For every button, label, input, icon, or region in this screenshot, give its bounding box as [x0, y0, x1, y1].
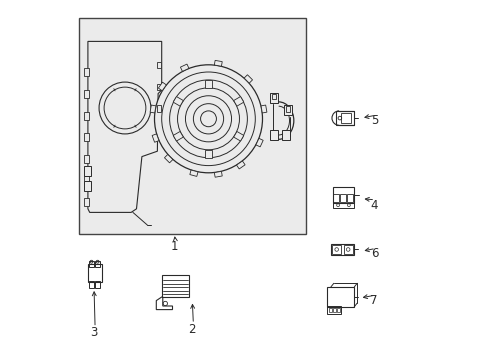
- Polygon shape: [173, 96, 183, 106]
- Polygon shape: [150, 105, 156, 113]
- Bar: [330, 244, 354, 255]
- Bar: [88, 264, 102, 282]
- Polygon shape: [261, 105, 266, 113]
- Polygon shape: [214, 60, 222, 66]
- Bar: [340, 194, 346, 202]
- Bar: [157, 84, 161, 90]
- Bar: [326, 287, 354, 307]
- Bar: [84, 198, 88, 206]
- Polygon shape: [205, 80, 211, 88]
- Polygon shape: [180, 64, 188, 71]
- Bar: [162, 275, 188, 297]
- Text: 7: 7: [369, 294, 377, 307]
- Bar: [346, 194, 352, 202]
- Bar: [285, 106, 289, 112]
- Circle shape: [99, 82, 151, 134]
- Bar: [340, 113, 351, 123]
- Polygon shape: [189, 170, 198, 176]
- Bar: [269, 93, 277, 103]
- Bar: [84, 112, 88, 120]
- Bar: [84, 133, 88, 141]
- Polygon shape: [214, 171, 222, 177]
- Text: 2: 2: [188, 323, 196, 336]
- Text: 5: 5: [370, 114, 378, 127]
- Bar: [332, 203, 354, 208]
- Polygon shape: [233, 96, 244, 106]
- Text: 6: 6: [370, 247, 378, 260]
- Bar: [284, 105, 291, 115]
- Polygon shape: [236, 161, 244, 169]
- Bar: [332, 187, 354, 203]
- Circle shape: [104, 87, 145, 129]
- Polygon shape: [88, 41, 162, 212]
- Bar: [331, 245, 341, 254]
- Text: 1: 1: [170, 240, 178, 253]
- Bar: [89, 261, 94, 267]
- Polygon shape: [173, 131, 183, 141]
- Bar: [157, 105, 161, 112]
- Bar: [269, 130, 277, 140]
- Bar: [328, 308, 331, 312]
- Bar: [84, 155, 88, 163]
- Bar: [333, 194, 339, 202]
- Bar: [79, 18, 305, 234]
- Bar: [84, 68, 88, 76]
- Bar: [326, 306, 340, 314]
- Polygon shape: [152, 134, 159, 142]
- Bar: [157, 62, 161, 68]
- Text: 4: 4: [369, 199, 377, 212]
- Polygon shape: [164, 154, 173, 163]
- Bar: [282, 130, 289, 140]
- Bar: [89, 281, 94, 288]
- Bar: [84, 181, 91, 191]
- Text: 3: 3: [90, 327, 98, 339]
- Polygon shape: [255, 138, 263, 147]
- Bar: [336, 111, 353, 125]
- Bar: [95, 281, 100, 288]
- Bar: [337, 308, 340, 312]
- Polygon shape: [205, 150, 211, 158]
- Polygon shape: [233, 131, 244, 141]
- Circle shape: [154, 65, 262, 173]
- Bar: [84, 176, 88, 184]
- Bar: [84, 90, 88, 98]
- Bar: [343, 245, 352, 254]
- Bar: [95, 261, 100, 267]
- Bar: [271, 94, 275, 99]
- Polygon shape: [158, 82, 166, 91]
- Polygon shape: [244, 75, 252, 83]
- Bar: [84, 166, 91, 176]
- Bar: [332, 308, 335, 312]
